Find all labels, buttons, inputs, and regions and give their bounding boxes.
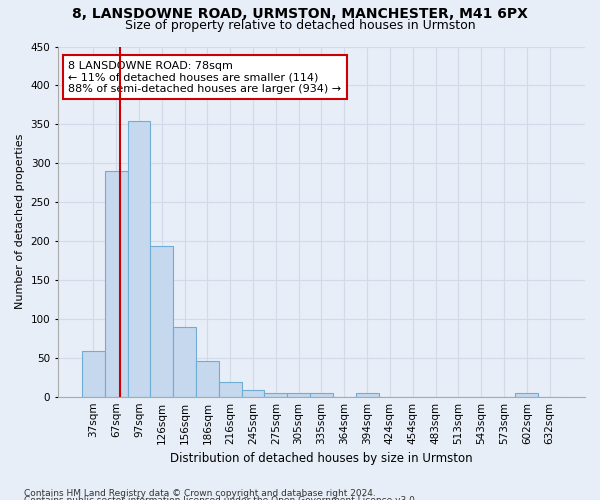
- Bar: [151, 246, 173, 396]
- Bar: [219, 382, 242, 396]
- Bar: [105, 171, 128, 396]
- Bar: [173, 326, 196, 396]
- X-axis label: Distribution of detached houses by size in Urmston: Distribution of detached houses by size …: [170, 452, 473, 465]
- Bar: [82, 351, 105, 397]
- Bar: [287, 393, 310, 396]
- Bar: [265, 393, 287, 396]
- Bar: [128, 121, 151, 396]
- Bar: [310, 393, 333, 396]
- Bar: [515, 393, 538, 396]
- Text: Contains public sector information licensed under the Open Government Licence v3: Contains public sector information licen…: [24, 496, 418, 500]
- Bar: [196, 361, 219, 396]
- Text: 8 LANSDOWNE ROAD: 78sqm
← 11% of detached houses are smaller (114)
88% of semi-d: 8 LANSDOWNE ROAD: 78sqm ← 11% of detache…: [68, 60, 341, 94]
- Text: 8, LANSDOWNE ROAD, URMSTON, MANCHESTER, M41 6PX: 8, LANSDOWNE ROAD, URMSTON, MANCHESTER, …: [72, 8, 528, 22]
- Text: Size of property relative to detached houses in Urmston: Size of property relative to detached ho…: [125, 19, 475, 32]
- Text: Contains HM Land Registry data © Crown copyright and database right 2024.: Contains HM Land Registry data © Crown c…: [24, 488, 376, 498]
- Bar: [356, 393, 379, 396]
- Y-axis label: Number of detached properties: Number of detached properties: [15, 134, 25, 310]
- Bar: [242, 390, 265, 396]
